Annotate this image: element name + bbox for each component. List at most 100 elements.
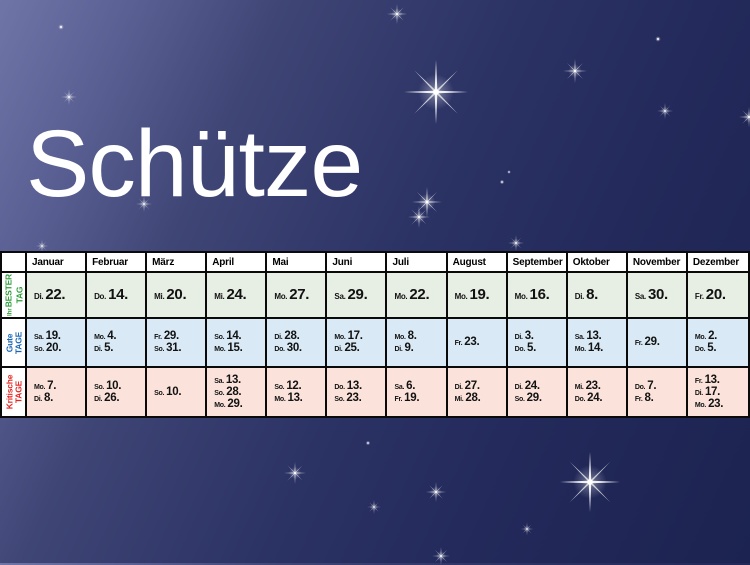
day-number: 23. [464,336,480,348]
weekday-abbr: So. [214,334,225,341]
cell-best-september: Mo. 16. [507,273,568,319]
day-entry: So. 28. [214,386,265,398]
weekday-abbr: So. [34,346,44,353]
month-header-label: Juni [332,256,353,268]
day-entry: Fr. 29. [634,336,686,348]
star-icon [387,4,407,24]
day-entry: Di. 5. [94,342,145,354]
cell-critical-april: Sa. 13. So. 28. Mo. 29. [207,368,268,416]
weekday-abbr: Di. [454,383,463,391]
weekday-abbr: Di. [514,334,523,341]
weekday-abbr: Di. [574,292,585,301]
month-header-label: Oktober [572,256,610,268]
weekday-abbr: So. [334,395,345,403]
row-label-line1: Gute [4,331,14,353]
month-header-mai: Mai [267,253,328,273]
day-number: 20. [705,286,726,303]
month-header-januar: Januar [27,253,88,273]
weekday-abbr: So. [154,346,165,353]
day-number: 7. [47,379,57,392]
weekday-abbr: Do. [694,346,706,353]
day-number: 17. [704,385,721,398]
weekday-abbr: Sa. [574,334,585,341]
cell-best-juli: Mo. 22. [387,273,448,319]
month-header-juni: Juni [327,253,388,273]
day-number: 13. [225,373,241,386]
day-entry: Mo. 22. [394,287,445,302]
day-number: 5. [527,342,537,354]
day-number: 15. [227,342,243,354]
day-number: 23. [708,397,724,410]
weekday-abbr: Di. [34,292,44,301]
star-icon [657,103,673,119]
day-number: 8. [644,391,654,404]
star-icon [404,60,468,124]
star-icon [500,180,505,185]
day-number: 28. [284,330,300,342]
star-icon [563,59,587,83]
day-entry: Sa. 30. [634,287,686,302]
weekday-abbr: Mo. [394,334,406,341]
day-number: 27. [289,286,310,303]
day-number: 7. [647,379,657,392]
cell-best-marz: Mi. 20. [147,273,208,319]
day-number: 29. [644,336,660,348]
weekday-abbr: Do. [94,292,107,301]
row-label-text: Kritische TAGE [4,375,23,410]
cell-best-november: Sa. 30. [627,273,688,319]
day-number: 17. [347,330,363,342]
day-entry: So. 20. [34,342,85,354]
star-icon [58,24,64,30]
cell-critical-marz: So. 10. [147,368,208,416]
cell-good-januar: Sa. 19. So. 20. [27,319,88,368]
cell-good-dezember: Mo. 2. Do. 5. [687,319,748,368]
day-number: 24. [524,379,540,392]
weekday-abbr: Mo. [694,401,707,409]
day-number: 8. [586,286,598,303]
day-entry: Mo. 13. [274,392,325,404]
day-number: 16. [529,286,550,303]
day-number: 29. [347,286,368,303]
day-number: 30. [286,342,302,354]
weekday-abbr: Do. [514,346,526,353]
day-entry: Di. 3. [514,330,566,342]
day-entry: Do. 13. [334,380,385,392]
row-label-line2: TAGE [12,380,23,404]
day-entry: Sa. 29. [334,286,385,303]
weekday-abbr: Di. [94,346,103,353]
day-entry: So. 14. [214,330,265,342]
weekday-abbr: Mo. [214,346,226,353]
day-number: 29. [227,397,243,410]
day-entry: Mi. 20. [154,287,205,302]
day-entry: Do. 5. [694,342,748,354]
day-entry: So. 12. [274,380,325,392]
day-entry: Mi. 23. [575,380,626,392]
weekday-abbr: So. [94,383,105,391]
month-header-dezember: Dezember [687,253,748,273]
weekday-abbr: Fr. [694,377,703,385]
weekday-abbr: Mo. [574,346,586,353]
weekday-abbr: Sa. [634,292,646,301]
star-icon [408,206,430,228]
weekday-abbr: Mo. [514,292,528,301]
day-number: 20. [46,342,62,354]
day-entry: Sa. 13. [214,373,265,386]
row-label-critical: Kritische TAGE [2,368,27,416]
cell-critical-september: Di. 24. So. 29. [507,368,568,416]
month-header-label: September [512,256,563,268]
cell-best-dezember: Fr. 20. [687,273,748,319]
month-header-label: Januar [32,256,64,268]
day-entry: Mi. 24. [214,287,265,302]
day-entry: Mo. 27. [274,286,325,303]
star-icon [432,547,450,565]
weekday-abbr: Di. [334,346,343,353]
weekday-abbr: Fr. [634,340,643,347]
day-entry: Sa. 6. [394,380,445,392]
day-number: 27. [464,379,480,392]
weekday-abbr: Sa. [394,383,405,391]
day-entry: So. 23. [334,392,385,404]
weekday-abbr: Mo. [694,334,707,341]
day-entry: So. 10. [94,380,145,392]
day-entry: Fr. 29. [154,330,205,342]
month-header-august: August [447,253,508,273]
